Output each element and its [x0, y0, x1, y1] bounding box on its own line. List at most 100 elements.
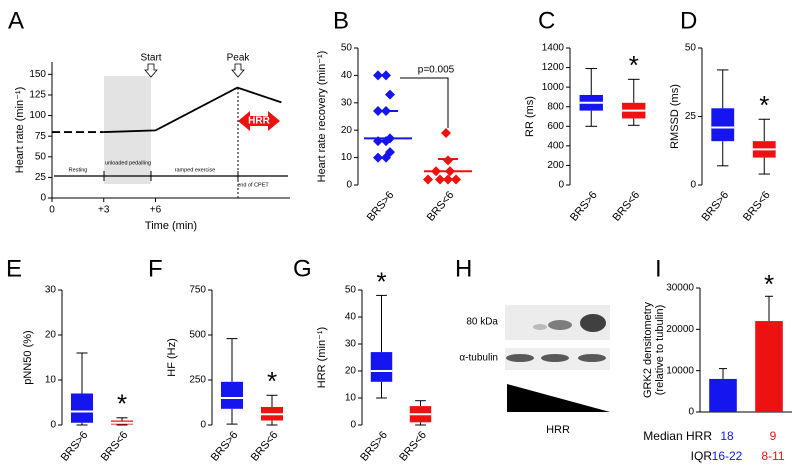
significance: * [117, 389, 127, 419]
y-tick-label: 20000 [666, 324, 694, 335]
y-tick-label: 40 [341, 70, 353, 81]
y-tick-label: 30000 [666, 283, 694, 294]
y-tick-label: 1400 [542, 43, 565, 54]
significance: * [759, 90, 769, 120]
table-value: 8-11 [761, 449, 784, 463]
panel-letter: D [680, 7, 697, 34]
data-point [435, 174, 445, 185]
panel-letter: A [8, 7, 24, 34]
y-tick-label: 200 [547, 160, 564, 171]
y-tick-label: 0 [688, 407, 694, 418]
significance: * [267, 366, 277, 396]
y-tick-label: 800 [547, 101, 564, 112]
blot-label: α-tubulin [459, 353, 498, 364]
y-tick-label: 30 [45, 285, 57, 296]
y-tick-label: 30 [341, 97, 353, 108]
panel-letter: G [293, 255, 312, 282]
y-tick-label: 10 [341, 152, 353, 163]
y-tick-label: 150 [29, 69, 46, 80]
y-tick-label: 1000 [542, 82, 565, 93]
y-tick-label: 20 [345, 366, 357, 377]
box [370, 352, 393, 382]
y-tick-label: 50 [685, 43, 697, 54]
panel-letter: F [148, 255, 163, 282]
table-value: 18 [720, 429, 734, 443]
y-tick-label: 0 [558, 180, 564, 191]
data-point [451, 174, 461, 185]
y-axis-label: (relative to tubulin) [654, 305, 666, 396]
y-axis-label: Heart rate (min⁻¹) [14, 87, 26, 174]
phase-label: end of CPET [237, 182, 269, 188]
y-tick-label: 100 [29, 110, 46, 121]
table-label: IQR [691, 449, 713, 463]
annotation: HRR [248, 116, 270, 127]
x-axis-label: Time (min) [145, 220, 197, 232]
blot-band [506, 354, 534, 362]
bar [709, 378, 737, 412]
y-tick-label: 10000 [666, 365, 694, 376]
blot-label: 80 kDa [466, 317, 498, 328]
data-point [443, 155, 453, 166]
arrow [144, 63, 158, 78]
box [221, 381, 243, 409]
blot-band [533, 324, 547, 330]
panel-letter: I [655, 255, 662, 282]
blot-band [580, 314, 606, 332]
data-point [381, 70, 391, 81]
table-value: 9 [770, 429, 777, 443]
arrow [231, 63, 245, 78]
y-tick-label: 400 [547, 140, 564, 151]
y-tick-label: 75 [35, 131, 47, 142]
y-tick-label: 750 [189, 285, 206, 296]
y-tick-label: 25 [35, 172, 47, 183]
y-axis-label: GRK2 densitometry [642, 302, 654, 398]
y-tick-label: 10 [45, 375, 57, 386]
y-tick-label: 30 [345, 339, 357, 350]
box [711, 108, 735, 142]
y-tick-label: 0 [350, 420, 356, 431]
x-tick-label: +6 [150, 205, 162, 216]
significance-bracket [400, 77, 449, 128]
y-tick-label: 125 [29, 90, 46, 101]
y-tick-label: 0 [200, 420, 206, 431]
y-axis-label: RR (ms) [524, 96, 536, 137]
y-tick-label: 10 [345, 393, 357, 404]
panel-letter: C [538, 7, 555, 34]
y-tick-label: 20 [45, 330, 57, 341]
phase-label: unloaded pedalling [105, 160, 151, 166]
y-tick-label: 0 [50, 420, 56, 431]
table-value: 16-22 [712, 449, 743, 463]
heart-rate-line [103, 86, 282, 133]
y-tick-label: 0 [40, 193, 46, 204]
annotation: Peak [227, 53, 251, 64]
panel-letter: B [333, 7, 349, 34]
blot-band [541, 354, 569, 362]
y-tick-label: 1200 [542, 62, 565, 73]
blot-band [578, 354, 606, 362]
data-point [423, 174, 433, 185]
y-tick-label: 600 [547, 121, 564, 132]
data-point [373, 70, 383, 81]
panel-letter: E [6, 255, 22, 282]
data-point [385, 89, 395, 100]
data-point [441, 127, 451, 138]
table-label: Median HRR [643, 429, 712, 443]
y-axis-label: pNN50 (%) [22, 330, 34, 384]
y-tick-label: 250 [189, 375, 206, 386]
box [71, 393, 93, 423]
y-tick-label: 0 [690, 180, 696, 191]
x-tick-label: 0 [49, 205, 55, 216]
data-point [443, 174, 453, 185]
y-tick-label: 500 [189, 330, 206, 341]
x-tick-label: +3 [98, 205, 110, 216]
annotation: Start [140, 53, 161, 64]
phase-label: Resting [69, 167, 88, 173]
y-axis-label: HF (Hz) [166, 338, 178, 377]
p-value: p=0.005 [418, 65, 455, 76]
y-axis-label: HRR (min⁻¹) [316, 327, 328, 388]
hrr-wedge [507, 384, 610, 412]
y-axis-label: Heart rate recovery (min⁻¹) [316, 51, 328, 183]
significance: * [629, 50, 639, 80]
y-tick-label: 25 [685, 111, 697, 122]
